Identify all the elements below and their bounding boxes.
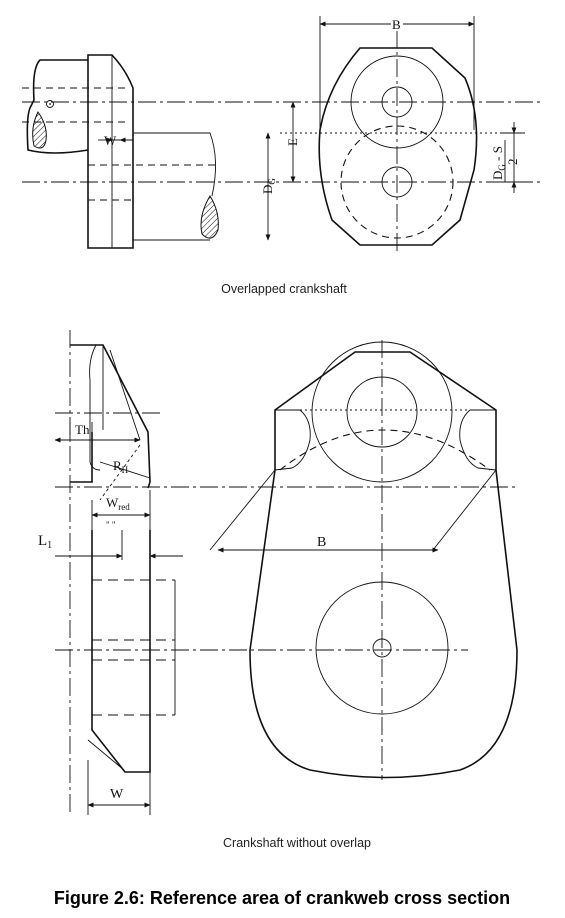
- bottom-fillet-hidden: [279, 429, 491, 471]
- top-journal-stub: [26, 59, 89, 154]
- top-crankweb-side: [87, 54, 134, 249]
- bottom-crankweb-outline: [249, 351, 518, 779]
- figure-title: Figure 2.6: Reference area of crankweb c…: [54, 888, 510, 908]
- top-label-E: E: [285, 138, 300, 146]
- bottom-fillet-right: [459, 409, 497, 471]
- bottom-side-view: Th RH Wred " " L1: [38, 330, 515, 815]
- top-label-DG-S-half: DG - S 2: [490, 140, 520, 182]
- bottom-label-B: B: [317, 535, 326, 550]
- overlapped-crankshaft-diagram: W E DG B: [22, 16, 540, 296]
- bottom-journal-step: [70, 432, 93, 483]
- top-side-view: W: [22, 54, 219, 249]
- bottom-label-L1: L1: [38, 533, 52, 551]
- bottom-caption: Crankshaft without overlap: [223, 836, 371, 850]
- top-caption: Overlapped crankshaft: [221, 282, 347, 296]
- bottom-front-view: [249, 340, 518, 780]
- svg-text:DG - S: DG - S: [490, 146, 507, 180]
- top-center-mark: [46, 100, 54, 108]
- top-front-view: [318, 30, 478, 252]
- bottom-fillet-left: [274, 409, 311, 471]
- top-pin-upper: [133, 132, 217, 197]
- top-crankweb-outline: [318, 47, 478, 246]
- top-fillet-left: [32, 111, 47, 149]
- svg-text:2: 2: [505, 159, 520, 166]
- bottom-label-Th: Th: [75, 422, 90, 437]
- bottom-label-W: W: [110, 787, 124, 802]
- bottom-upper-web-inner: [89, 344, 101, 471]
- bottom-upper-web: [70, 344, 151, 489]
- no-overlap-crankshaft-diagram: Th RH Wred " " L1: [38, 330, 518, 850]
- top-label-B: B: [392, 17, 401, 32]
- top-label-DG: DG: [260, 178, 277, 194]
- top-fillet-right: [200, 195, 219, 239]
- top-label-W: W: [104, 133, 117, 148]
- bottom-tick-marks: " ": [106, 520, 116, 530]
- bottom-lower-web: [91, 530, 151, 773]
- bottom-label-Wred: Wred: [106, 495, 130, 512]
